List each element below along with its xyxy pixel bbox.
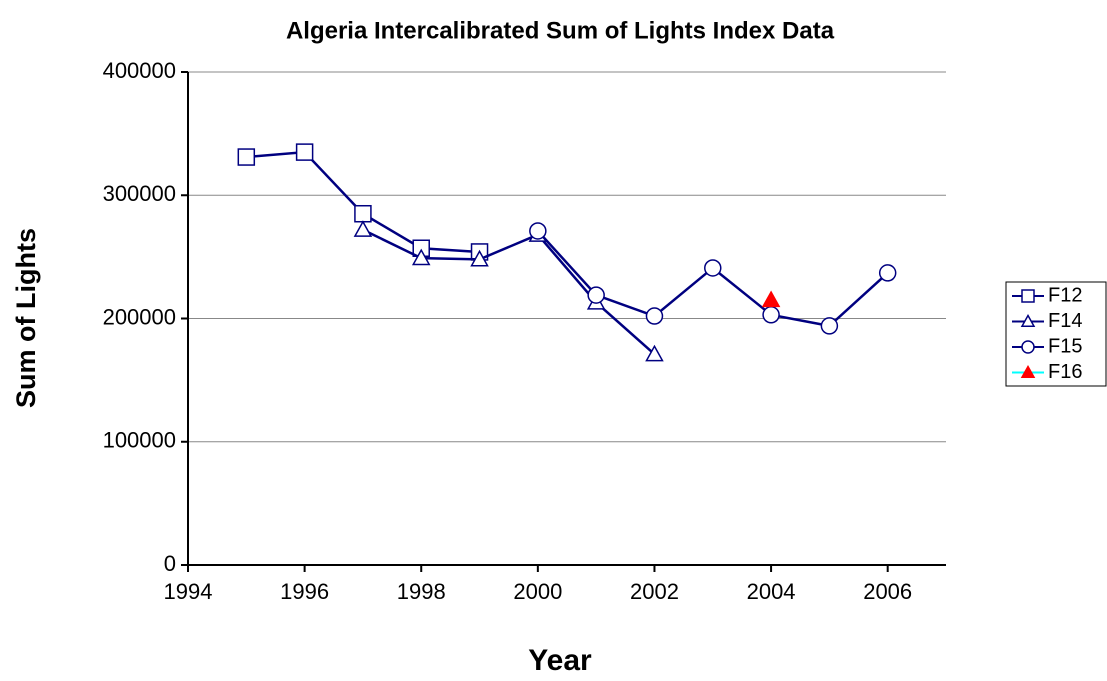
legend-marker xyxy=(1021,340,1035,354)
x-tick-label: 1998 xyxy=(397,579,446,604)
point xyxy=(529,222,547,240)
y-tick-label: 0 xyxy=(164,551,176,576)
legend-label: F15 xyxy=(1048,335,1082,357)
point xyxy=(645,344,664,362)
series-line xyxy=(536,230,889,328)
legend-label: F16 xyxy=(1048,361,1082,383)
point xyxy=(704,259,722,277)
point xyxy=(762,306,780,324)
point xyxy=(820,317,839,335)
y-tick-label: 400000 xyxy=(103,58,176,83)
point xyxy=(470,249,489,267)
x-axis-label: Year xyxy=(528,644,592,677)
legend-marker xyxy=(1020,313,1036,328)
point xyxy=(237,148,256,166)
x-tick-label: 2002 xyxy=(630,579,679,604)
y-tick-label: 200000 xyxy=(103,304,176,329)
legend-marker xyxy=(1020,364,1036,379)
point xyxy=(411,248,431,266)
point xyxy=(645,307,664,325)
y-tick-label: 100000 xyxy=(103,428,176,453)
x-tick-label: 2000 xyxy=(513,579,562,604)
y-tick-label: 300000 xyxy=(103,181,176,206)
point xyxy=(354,204,372,223)
point xyxy=(295,143,314,161)
chart-title: Algeria Intercalibrated Sum of Lights In… xyxy=(286,17,835,44)
legend-marker xyxy=(1021,289,1035,303)
x-tick-label: 2006 xyxy=(863,579,912,604)
x-tick-label: 1996 xyxy=(280,579,329,604)
legend-box xyxy=(1005,281,1107,387)
y-axis-label: Sum of Lights xyxy=(11,228,41,408)
legend-label: F12 xyxy=(1048,284,1082,306)
point xyxy=(878,264,897,282)
x-tick-label: 1994 xyxy=(164,579,213,604)
legend-label: F14 xyxy=(1048,310,1082,332)
series-line xyxy=(246,150,480,254)
series-line xyxy=(362,228,656,356)
point xyxy=(587,286,605,304)
point xyxy=(353,220,373,237)
point xyxy=(761,290,781,308)
x-tick-label: 2004 xyxy=(747,579,796,604)
